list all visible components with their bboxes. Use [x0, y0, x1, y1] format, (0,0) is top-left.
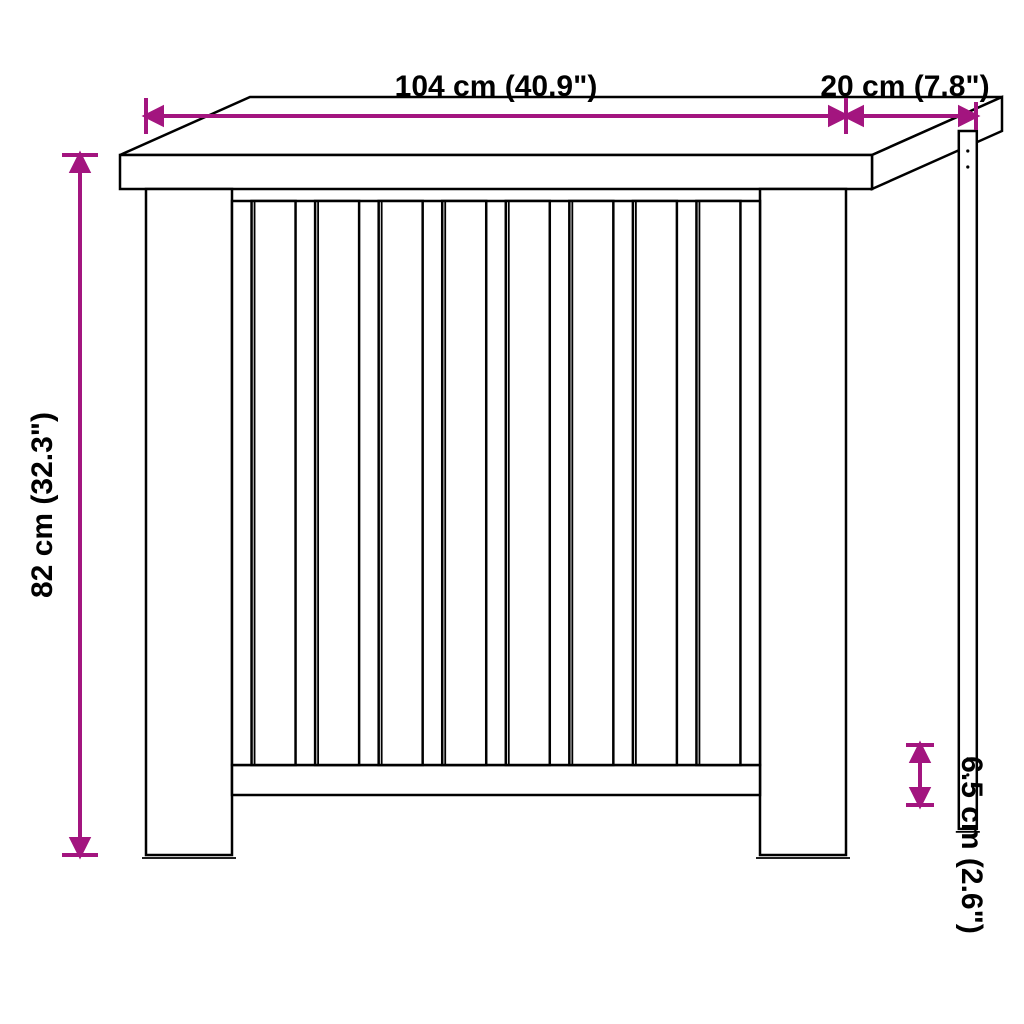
rear-leg	[959, 131, 977, 829]
label-width: 104 cm (40.9")	[395, 70, 598, 103]
label-height: 82 cm (32.3")	[26, 412, 59, 598]
slatted-panel	[232, 201, 760, 795]
label-depth: 20 cm (7.8")	[820, 70, 989, 103]
dim-height	[62, 155, 98, 855]
label-gap: 6.5 cm (2.6")	[955, 756, 988, 934]
dim-gap	[906, 745, 934, 805]
top-slab	[120, 97, 1002, 189]
